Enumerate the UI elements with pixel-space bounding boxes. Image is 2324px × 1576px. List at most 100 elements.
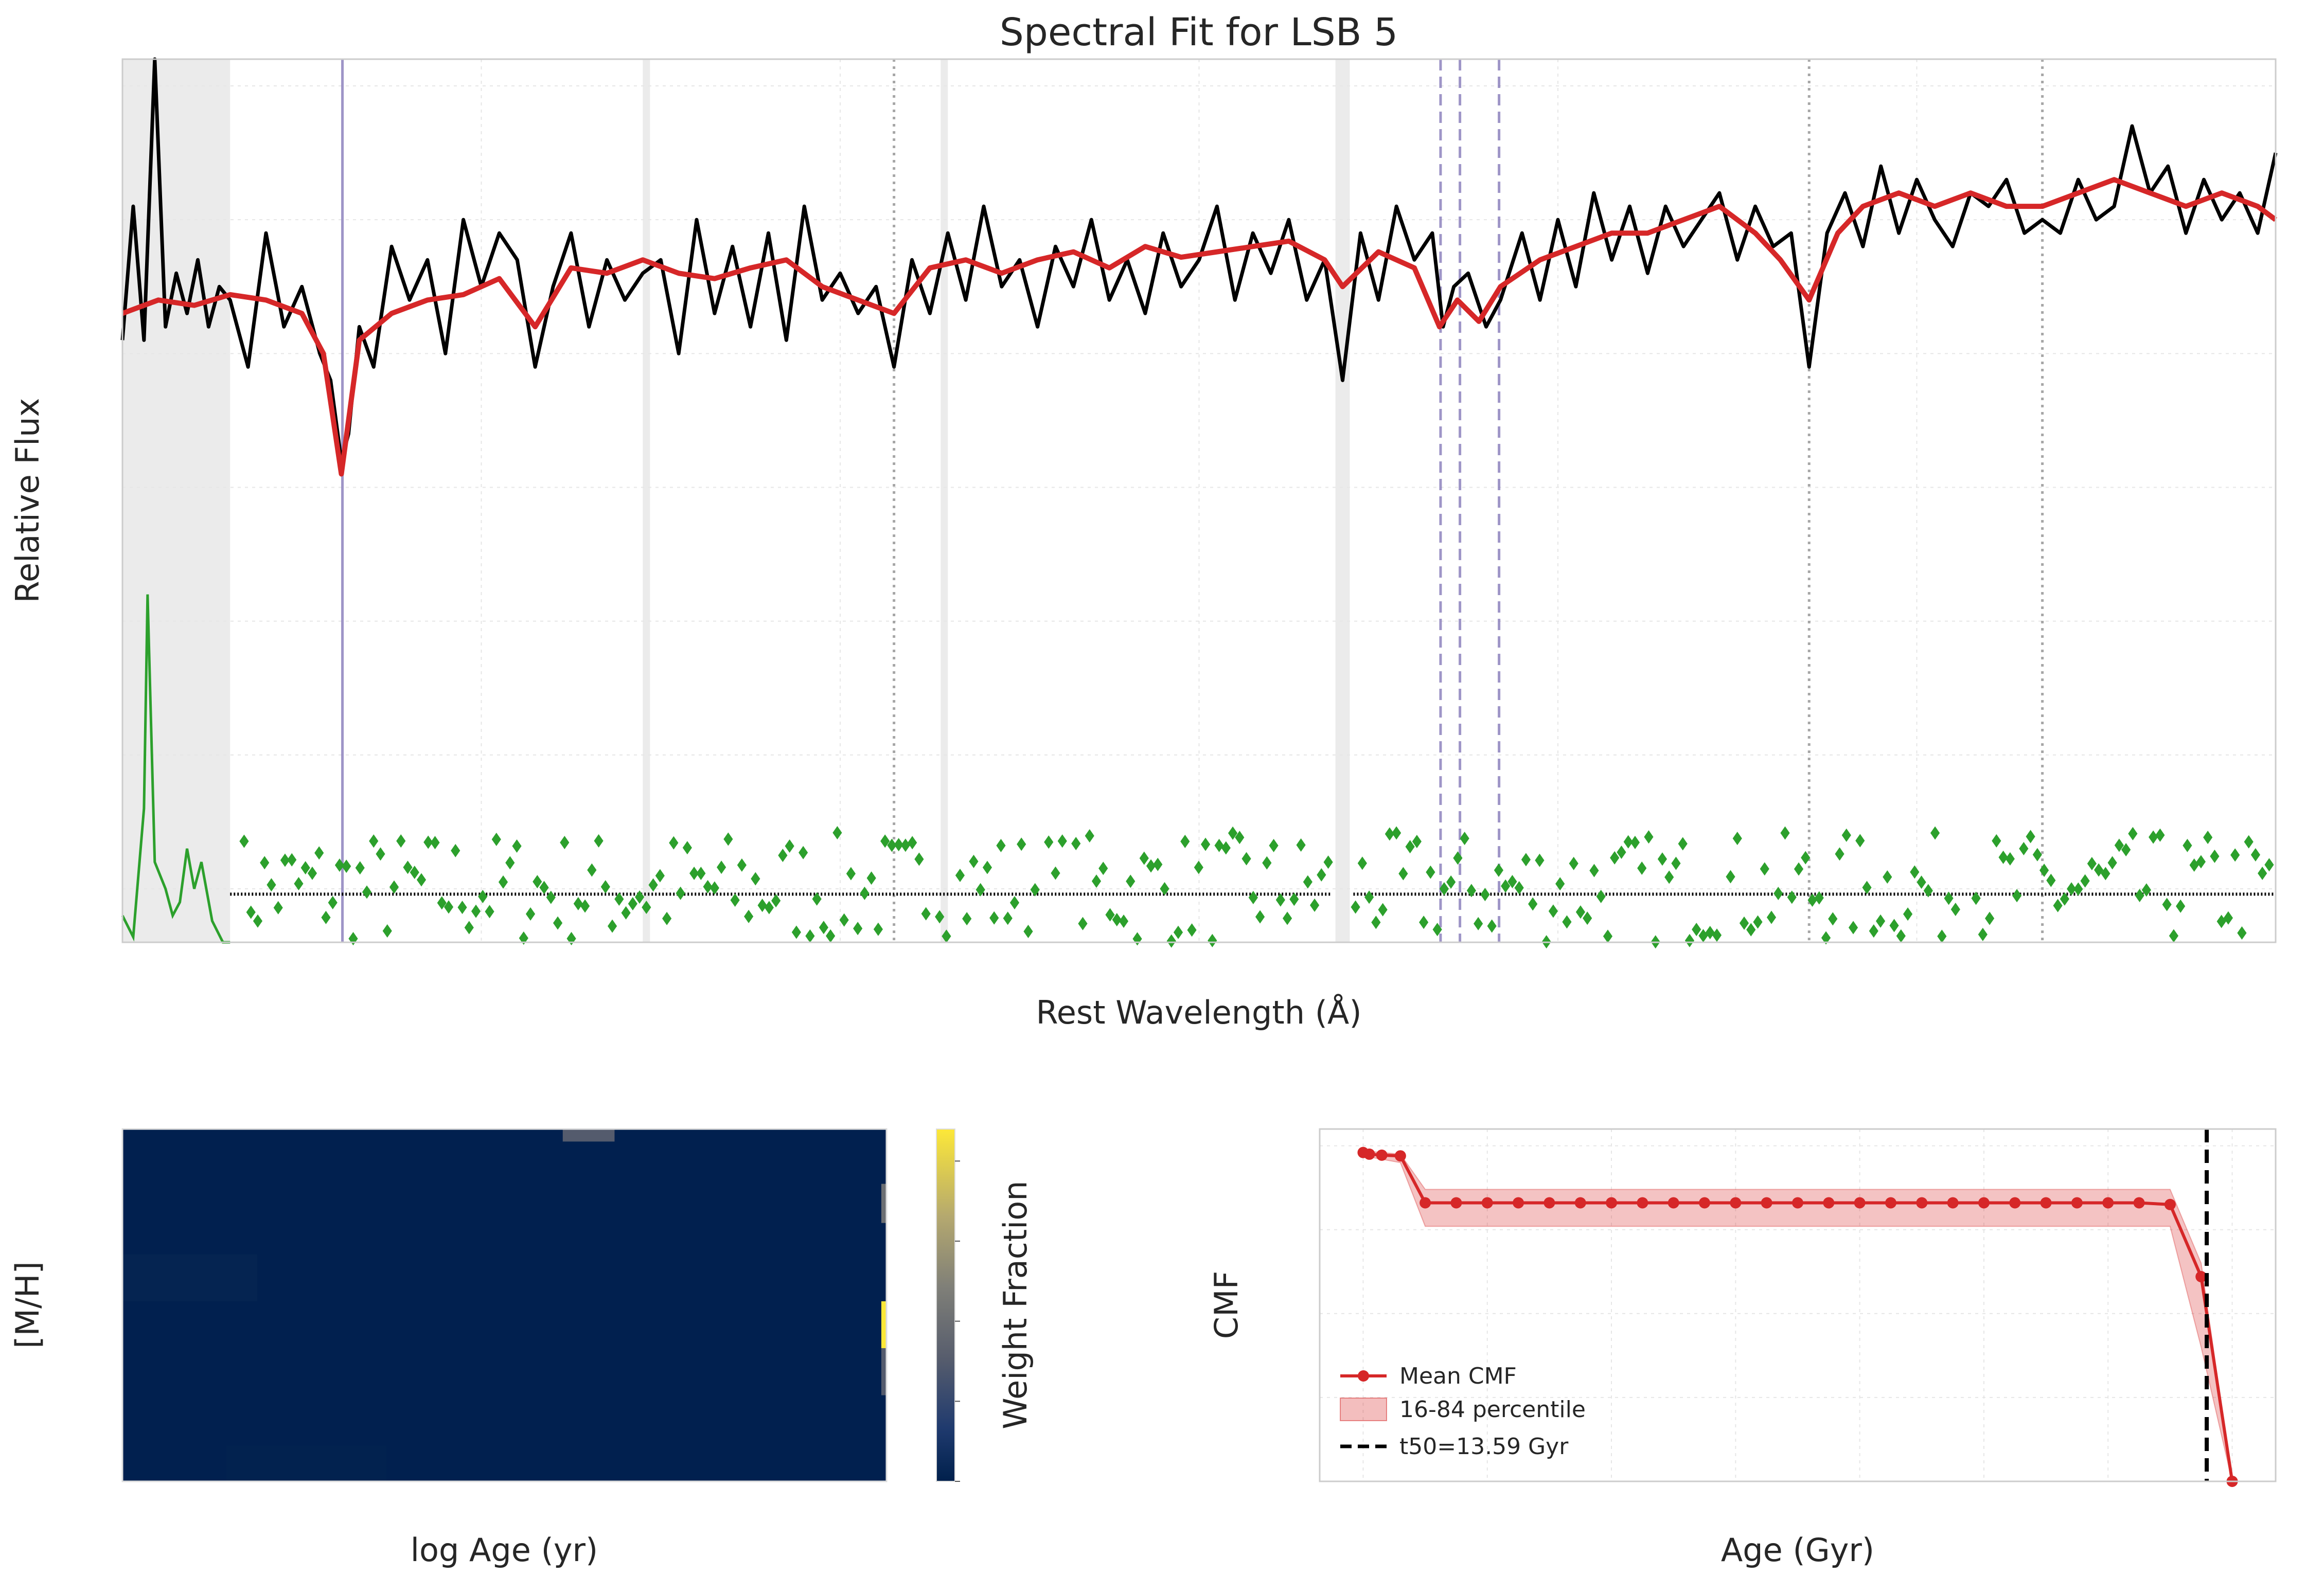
- residual-point: [342, 859, 351, 873]
- residual-point: [1664, 870, 1674, 884]
- residual-point: [894, 838, 903, 852]
- residual-point: [1807, 893, 1817, 907]
- residual-point: [1821, 931, 1831, 945]
- residual-point: [1460, 832, 1469, 846]
- residual-point: [1446, 875, 1456, 889]
- residual-point: [1235, 831, 1245, 845]
- residual-point: [969, 854, 979, 868]
- residual-point: [314, 846, 324, 860]
- residual-point: [451, 844, 460, 857]
- residual-point: [478, 890, 488, 904]
- residual-point: [2046, 873, 2056, 887]
- colorbar-ticks: [955, 1160, 960, 1482]
- residual-point: [1474, 917, 1483, 930]
- residual-point: [1371, 916, 1381, 929]
- residual-point: [900, 838, 911, 852]
- residual-point: [1671, 856, 1681, 870]
- spectrum-x-label: Rest Wavelength (Å): [1036, 994, 1361, 1031]
- residual-point: [1514, 881, 1524, 894]
- masked-regions: [122, 59, 1350, 942]
- residual-point: [1589, 864, 1599, 877]
- mean-cmf-point: [1885, 1197, 1896, 1209]
- residual-point: [1869, 924, 1878, 938]
- mean-cmf-point: [1637, 1197, 1648, 1209]
- residual-point: [1596, 889, 1606, 903]
- residual-point: [2067, 882, 2077, 896]
- heatmap-cell: [881, 1348, 886, 1395]
- residual-point: [369, 834, 379, 848]
- residual-point: [1575, 905, 1586, 919]
- residual-point: [294, 877, 304, 891]
- residual-point: [819, 921, 829, 935]
- residual-point: [1623, 835, 1633, 849]
- mean-cmf-point: [1363, 1148, 1375, 1160]
- mean-cmf-point: [2164, 1198, 2176, 1210]
- legend-t50: t50=13.59 Gyr: [1399, 1434, 1569, 1460]
- mean-cmf-point: [2009, 1197, 2021, 1209]
- heatmap-cell: [562, 1129, 615, 1142]
- residual-point: [1917, 875, 1926, 889]
- residual-point: [1364, 890, 1374, 904]
- residual-point: [280, 853, 290, 867]
- heatmap-cells: [122, 1129, 886, 1481]
- residual-point: [1801, 851, 1811, 865]
- residual-point: [600, 880, 610, 894]
- residual-point: [321, 910, 331, 924]
- residual-point: [376, 847, 385, 861]
- residual-point: [396, 834, 406, 848]
- residual-point: [1766, 910, 1777, 924]
- residual-point: [846, 867, 856, 881]
- residual-point: [805, 929, 815, 943]
- residual-point: [1501, 879, 1511, 893]
- residual-point: [1746, 923, 1756, 937]
- residual-point: [2019, 841, 2029, 855]
- residual-point: [1351, 900, 1360, 914]
- residual-point: [1937, 929, 1947, 943]
- residual-point: [1044, 835, 1054, 849]
- residual-point: [799, 846, 808, 859]
- colorbar: [936, 1129, 955, 1482]
- heatmap-y-label: [M/H]: [9, 1261, 46, 1348]
- residual-point: [1003, 911, 1013, 925]
- residual-point: [2244, 835, 2254, 849]
- residual-point: [791, 925, 802, 939]
- mean-cmf-point: [1450, 1197, 1462, 1209]
- residual-point: [1555, 877, 1565, 891]
- residual-point: [580, 899, 590, 913]
- residual-point: [709, 881, 719, 895]
- mean-cmf-point: [1761, 1197, 1772, 1209]
- model-spectrum-line: [121, 177, 2277, 477]
- mean-cmf-point: [1823, 1197, 1835, 1209]
- residual-point: [546, 890, 556, 904]
- residual-point: [2155, 828, 2165, 842]
- mean-cmf-point: [1854, 1197, 1866, 1209]
- residual-point: [2258, 866, 2267, 880]
- residual-point: [2107, 856, 2117, 870]
- residual-point: [1282, 911, 1292, 925]
- residual-point: [2026, 830, 2035, 844]
- residual-point: [1453, 851, 1463, 865]
- residual-point: [1732, 832, 1742, 846]
- residual-point: [662, 911, 672, 925]
- residual-point: [485, 905, 494, 919]
- heatmap-cell: [122, 1254, 257, 1301]
- residual-point: [1139, 851, 1149, 865]
- heatmap-cell: [226, 1445, 387, 1481]
- residual-point: [1419, 916, 1429, 929]
- residual-point: [2135, 888, 2144, 902]
- residual-point: [1296, 838, 1306, 852]
- mean-cmf-point: [2195, 1271, 2207, 1283]
- residual-point: [1910, 865, 1920, 879]
- residual-point: [253, 914, 263, 928]
- residual-point: [1051, 866, 1060, 880]
- residual-point: [975, 883, 985, 897]
- residual-point: [573, 897, 583, 910]
- residual-point: [2189, 858, 2199, 872]
- mean-cmf-point: [1420, 1197, 1431, 1209]
- spectrum-panel: Spectral Fit for LSB 5 Rest Wavelength (…: [9, 10, 2278, 1031]
- residual-point: [2162, 898, 2172, 911]
- residual-point: [921, 907, 931, 921]
- mean-cmf-point: [1606, 1197, 1618, 1209]
- residual-point: [1753, 915, 1763, 929]
